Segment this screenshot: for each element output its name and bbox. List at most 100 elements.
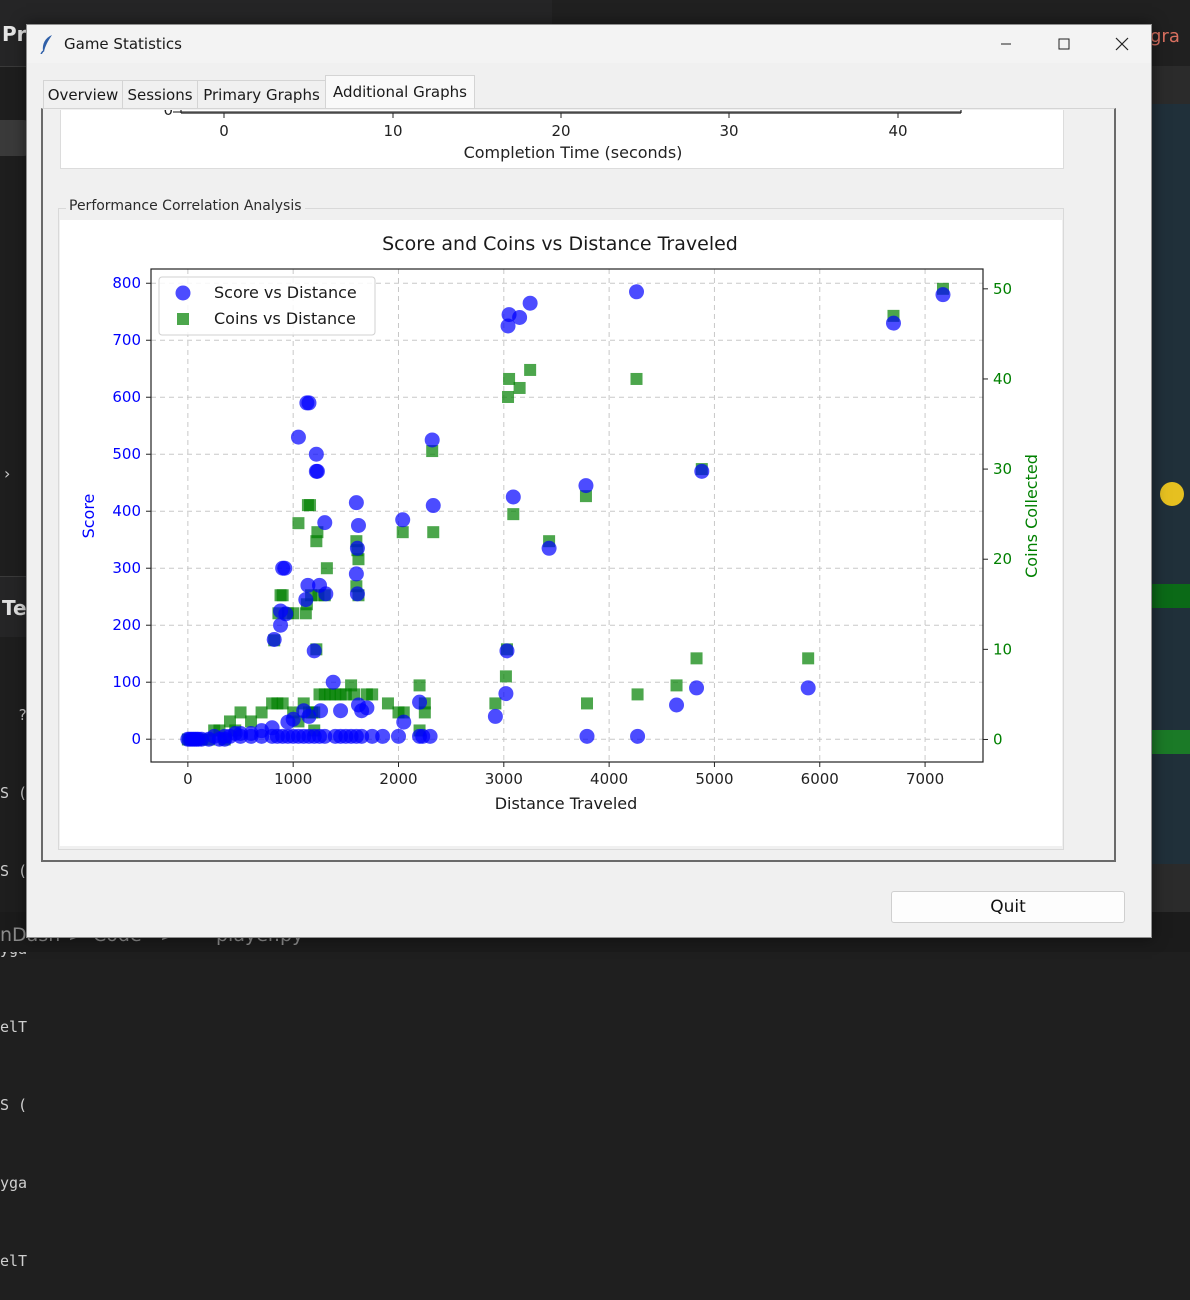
score-point	[301, 395, 317, 411]
x-tick-label: 10	[383, 122, 402, 140]
score-point	[277, 560, 293, 576]
minimize-icon	[1001, 43, 1011, 45]
x-tick-label: 0	[183, 770, 193, 788]
coins-point	[581, 697, 594, 710]
score-point	[298, 592, 314, 608]
y-axis-label-left: Score	[79, 494, 98, 539]
y-tick-label-left: 400	[112, 502, 141, 520]
y-tick-label-right: 10	[993, 640, 1012, 658]
y-tick-label-left: 0	[131, 730, 141, 748]
coins-point	[489, 697, 502, 710]
x-tick-group: 0 10 20 30 40	[219, 113, 908, 140]
coins-point	[427, 526, 440, 539]
x-tick-label: 6000	[801, 770, 839, 788]
coins-point	[802, 652, 815, 665]
coins-point	[245, 715, 258, 728]
score-point	[278, 606, 294, 622]
score-point	[290, 429, 306, 445]
coins-point	[276, 589, 289, 602]
coins-point	[311, 526, 324, 539]
coins-point	[345, 679, 358, 692]
coins-point	[352, 553, 365, 566]
score-point	[233, 726, 249, 742]
score-point	[396, 714, 412, 730]
score-series	[180, 284, 951, 747]
score-point	[629, 284, 645, 300]
y-left-tick-group: 0 100 200 300 400 500 600 700 800	[112, 274, 151, 748]
score-point	[498, 686, 514, 702]
score-point	[301, 708, 317, 724]
score-point	[364, 728, 380, 744]
tab-additional-graphs[interactable]: Additional Graphs	[325, 75, 475, 110]
score-point	[243, 726, 259, 742]
tab-overview[interactable]: Overview	[43, 80, 123, 109]
x-tick-label: 3000	[485, 770, 523, 788]
score-point	[217, 728, 233, 744]
y-tick-label-right: 50	[993, 280, 1012, 298]
minimize-button[interactable]	[979, 25, 1033, 63]
terminal-line: ?	[0, 706, 28, 724]
score-point	[309, 463, 325, 479]
score-point	[317, 515, 333, 531]
title-bar[interactable]: Game Statistics	[27, 25, 1151, 63]
coins-point	[292, 517, 305, 530]
y-tick-label-right: 20	[993, 550, 1012, 568]
plot-frame	[150, 268, 984, 763]
score-point	[354, 728, 370, 744]
y-tick-label-left: 500	[112, 445, 141, 463]
score-point	[412, 694, 428, 710]
x-tick-label: 40	[888, 122, 907, 140]
coins-point	[630, 372, 643, 385]
close-button[interactable]	[1095, 25, 1149, 63]
y-tick-label-right: 0	[993, 730, 1003, 748]
x-tick-label: 4000	[590, 770, 628, 788]
maximize-button[interactable]	[1037, 25, 1091, 63]
tab-primary-graphs[interactable]: Primary Graphs	[197, 80, 326, 109]
score-point	[318, 586, 334, 602]
score-point	[313, 703, 329, 719]
window-title: Game Statistics	[64, 35, 182, 53]
coins-point	[299, 607, 312, 620]
x-tick-label: 2000	[379, 770, 417, 788]
y-tick-label-left: 700	[112, 331, 141, 349]
coins-point	[304, 499, 317, 512]
score-point	[375, 728, 391, 744]
score-point	[541, 540, 557, 556]
chart-title: Score and Coins vs Distance Traveled	[382, 233, 738, 255]
terminal-line: elT	[0, 1018, 28, 1036]
coins-point	[366, 688, 379, 701]
terminal-line: yga	[0, 1174, 28, 1192]
score-point	[522, 295, 538, 311]
coins-point	[631, 688, 644, 701]
coins-point	[690, 652, 703, 665]
tab-content-panel: 0 0 10 20 30 40 Completion Time (seconds) Pe…	[41, 108, 1116, 862]
coins-point	[418, 706, 431, 719]
feather-icon	[40, 35, 52, 54]
score-point	[935, 287, 951, 303]
x-tick-label: 20	[551, 122, 570, 140]
background-terminal-title: Te	[2, 596, 27, 620]
score-point	[350, 517, 366, 533]
coins-point	[255, 706, 268, 719]
score-point	[630, 728, 646, 744]
legend-label-coins: Coins vs Distance	[214, 309, 356, 328]
score-point	[505, 489, 521, 505]
coins-point	[426, 445, 439, 458]
coins-point	[320, 562, 333, 575]
score-coins-chart: Score and Coins vs Distance Traveled 0 10…	[60, 220, 1062, 846]
score-point	[669, 697, 685, 713]
score-point	[499, 643, 515, 659]
y-tick-label-right: 40	[993, 370, 1012, 388]
background-game-platform	[1150, 584, 1190, 608]
background-editor-title: Pr	[2, 22, 27, 46]
score-point	[349, 540, 365, 556]
quit-button[interactable]: Quit	[891, 891, 1125, 923]
score-point	[349, 586, 365, 602]
y-tick-label-left: 800	[112, 274, 141, 292]
tab-sessions[interactable]: Sessions	[122, 80, 198, 109]
coins-point	[396, 526, 409, 539]
x-axis-label: Completion Time (seconds)	[464, 143, 683, 162]
score-point	[317, 728, 333, 744]
score-point	[280, 714, 296, 730]
terminal-line: S (	[0, 784, 28, 802]
